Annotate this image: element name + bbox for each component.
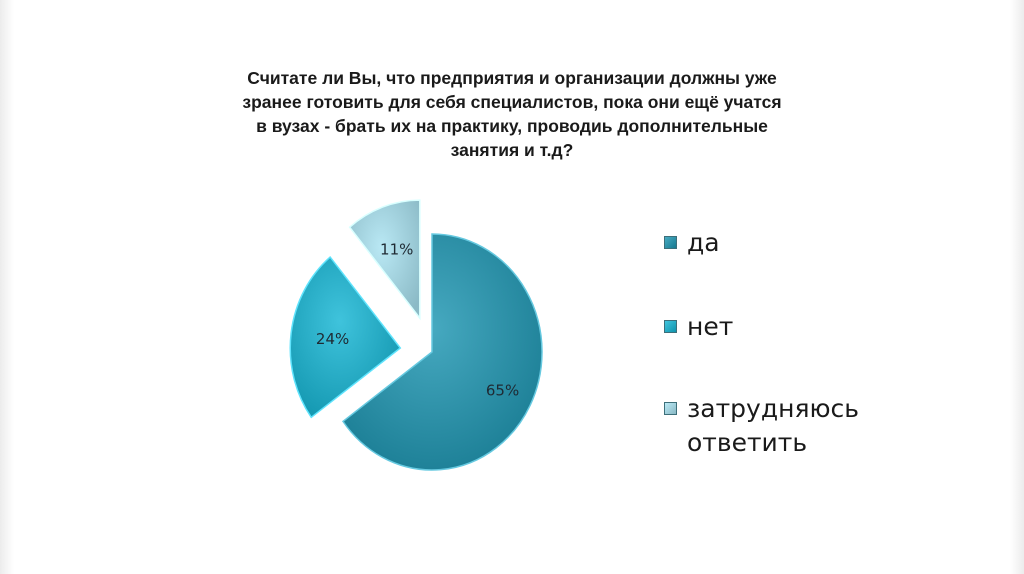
- pie-slice-da: [341, 233, 543, 471]
- legend-item-da: да: [664, 226, 887, 260]
- legend-swatch-zatrudnyayus: [664, 402, 677, 415]
- legend-swatch-da: [664, 236, 677, 249]
- legend-swatch-net: [664, 320, 677, 333]
- pie-slice-zatrudnyayus: [348, 199, 421, 321]
- legend-label-da: да: [687, 228, 720, 257]
- chart-title-line-3: в вузах - брать их на практику, проводиь…: [256, 116, 768, 136]
- legend-item-net: нет: [664, 310, 887, 344]
- slice-label-net: 24%: [316, 330, 349, 348]
- legend-label-zatrudnyayus: затрудняюсь ответить: [687, 394, 860, 457]
- legend-item-zatrudnyayus: затрудняюсь ответить: [664, 392, 887, 460]
- chart-title: Считате ли Вы, что предприятия и организ…: [212, 66, 812, 162]
- chart-title-line-2: зранее готовить для себя специалистов, п…: [242, 92, 782, 112]
- slice-label-zatrudnyayus: 11%: [380, 240, 413, 258]
- chart-title-line-4: занятия и т.д?: [450, 140, 574, 160]
- slice-label-da: 65%: [486, 382, 519, 400]
- pie-slice-net: [289, 255, 402, 419]
- pie-slices: [289, 199, 543, 471]
- pie-labels: 65% 24% 11%: [316, 240, 519, 399]
- chart-title-line-1: Считате ли Вы, что предприятия и организ…: [247, 68, 777, 88]
- legend-label-net: нет: [687, 312, 734, 341]
